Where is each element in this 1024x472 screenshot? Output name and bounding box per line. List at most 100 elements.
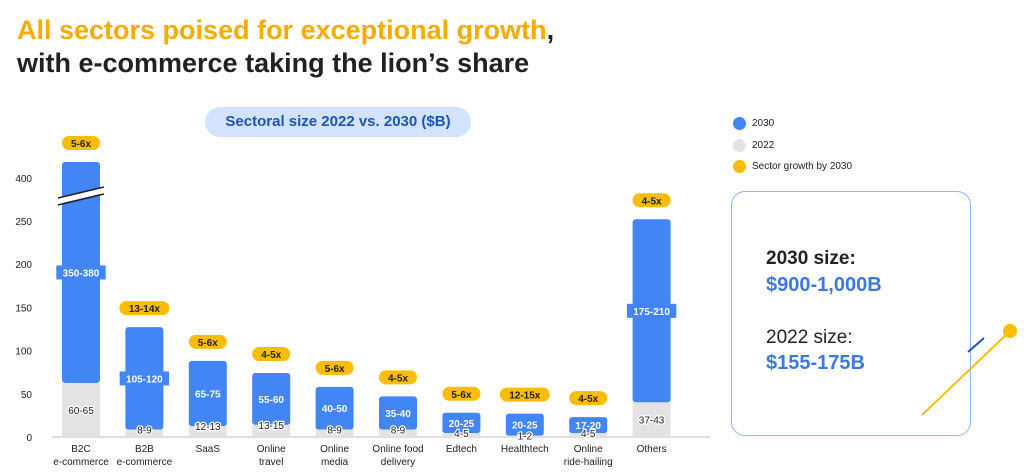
value-2022-label: 37-43: [639, 416, 665, 427]
title-line-2: with e-commerce taking the lion’s share: [17, 48, 530, 78]
axis-break-gap: [57, 187, 105, 204]
growth-badge: [119, 301, 170, 316]
y-tick-label: 50: [21, 390, 33, 401]
bar-2022: [125, 429, 164, 437]
category-label: Edtech: [446, 444, 477, 455]
growth-label: 5-6x: [325, 364, 345, 375]
title-comma: ,: [546, 15, 555, 45]
value-2022-label: 13-15: [258, 421, 284, 432]
value-2022-label: 8-9: [137, 426, 152, 437]
category-label: Others: [637, 444, 667, 455]
growth-label: 12-15x: [509, 391, 541, 402]
category-label: e-commerce: [53, 457, 109, 468]
value-2022-label: 60-65: [68, 406, 94, 417]
category-label: media: [321, 457, 349, 468]
category-label: B2C: [71, 444, 90, 455]
size-2030-value: $900-1,000B: [766, 274, 882, 296]
value-2030-label: 105-120: [126, 374, 163, 385]
title-highlight: All sectors poised for exceptional growt…: [17, 15, 547, 45]
bar-2022: [569, 433, 608, 437]
category-label: delivery: [381, 457, 415, 468]
value-2030-label: 55-60: [258, 395, 284, 406]
growth-label: 5-6x: [451, 390, 471, 401]
growth-badge: [62, 136, 100, 150]
value-2030-bg: [252, 391, 290, 406]
page-title: All sectors poised for exceptional growt…: [17, 14, 554, 80]
growth-label: 13-14x: [129, 304, 161, 315]
value-2030-bg: [626, 303, 677, 318]
growth-badge: [379, 370, 417, 385]
growth-badge: [442, 386, 481, 401]
growth-badge: [315, 360, 354, 375]
bar-2022: [379, 429, 417, 437]
size-2022-value: $155-175B: [766, 352, 865, 374]
value-2030-label: 175-210: [633, 307, 670, 318]
value-2030-bg: [442, 415, 480, 430]
y-tick-label: 400: [15, 174, 32, 185]
value-2030-bg: [506, 417, 544, 432]
category-label: Online: [320, 444, 349, 455]
value-2022-label: 8-9: [327, 426, 342, 437]
title-line-1: All sectors poised for exceptional growt…: [17, 14, 554, 47]
decor-yellow-dot: [1003, 324, 1017, 338]
bar-2022: [188, 426, 227, 437]
growth-badge: [499, 387, 550, 402]
legend-dot-2030: [733, 117, 746, 130]
value-2022-label: 8-9: [391, 426, 406, 437]
category-label: Healthtech: [501, 444, 549, 455]
legend-label-growth: Sector growth by 2030: [752, 161, 853, 172]
category-label: Online food: [372, 444, 423, 455]
value-2030-bg: [569, 418, 607, 433]
bar-2022: [252, 424, 291, 437]
y-tick-label: 200: [15, 260, 32, 271]
legend-label-2030: 2030: [752, 118, 775, 129]
category-label: e-commerce: [117, 457, 173, 468]
value-2030-bg: [56, 265, 106, 280]
growth-badge: [188, 334, 227, 349]
growth-label: 4-5x: [388, 373, 408, 384]
value-2030-label: 20-25: [449, 419, 475, 430]
chart-title-pill: Sectoral size 2022 vs. 2030 ($B): [205, 107, 471, 137]
value-2022-label: 4-5: [581, 429, 596, 440]
bar-2022: [505, 435, 544, 437]
value-2022-label: 12-13: [195, 422, 221, 433]
category-label: Online: [574, 444, 603, 455]
bar-2022: [315, 429, 354, 437]
y-tick-label: 100: [15, 347, 32, 358]
value-2030-bg: [189, 386, 227, 401]
legend-dot-2022: [733, 139, 746, 152]
value-2022-label: 4-5: [454, 429, 469, 440]
summary-card: 2030 size: $900-1,000B 2022 size: $155-1…: [731, 191, 971, 436]
size-2022-label: 2022 size:: [766, 327, 853, 348]
category-label: ride-hailing: [564, 457, 613, 468]
value-2022-label: 1-2: [518, 432, 533, 443]
category-label: travel: [259, 457, 283, 468]
y-tick-label: 250: [15, 217, 32, 228]
growth-label: 4-5x: [578, 394, 598, 405]
y-tick-label: 150: [15, 303, 32, 314]
value-2030-label: 17-20: [575, 421, 601, 432]
bar-chart: 0 50 100 150 200 250 400 350-380 60-65 5-6x B2C e-c…: [15, 136, 710, 468]
size-2030-label: 2030 size:: [766, 248, 856, 269]
value-2030-label: 35-40: [385, 409, 411, 420]
axis-break-line: [57, 193, 105, 206]
growth-badge: [569, 391, 608, 406]
value-2030-bg: [119, 371, 170, 386]
value-2030-bg: [316, 401, 354, 416]
y-tick-label: 0: [26, 433, 32, 444]
legend-label-2022: 2022: [752, 140, 775, 151]
bar-2022: [632, 402, 671, 437]
value-2030-label: 65-75: [195, 390, 221, 401]
value-2030-bg: [379, 405, 417, 420]
category-label: SaaS: [196, 444, 221, 455]
bar-2022: [62, 382, 100, 437]
legend-dot-growth: [733, 160, 746, 173]
growth-label: 4-5x: [642, 196, 662, 207]
growth-badge: [252, 346, 291, 361]
growth-label: 4-5x: [261, 350, 281, 361]
category-label: B2B: [135, 444, 154, 455]
value-2030-label: 20-25: [512, 421, 538, 432]
bar-2022: [442, 433, 481, 437]
axis-break-line: [57, 186, 105, 199]
growth-label: 5-6x: [198, 338, 218, 349]
